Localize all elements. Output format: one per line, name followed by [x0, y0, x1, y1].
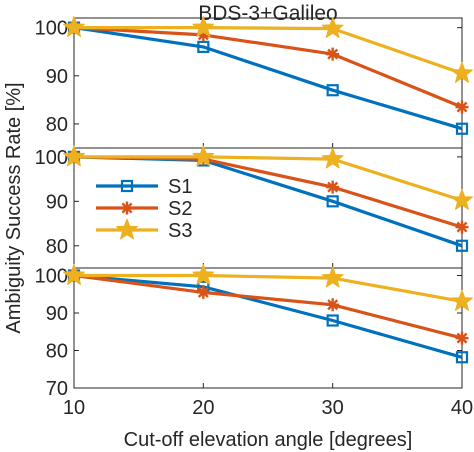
y-axis-label: Ambiguity Success Rate [%]: [3, 82, 25, 333]
data-point-s2: [455, 100, 469, 114]
y-tick-label: 70: [46, 378, 68, 400]
x-axis-ticks: 10 20 30 40: [63, 397, 473, 419]
series-line-s2: [73, 26, 463, 109]
chart-title: BDS-3+Galileo: [198, 2, 337, 25]
y-tick-label: 100: [35, 18, 68, 40]
y-tick-label: 100: [35, 147, 68, 169]
y-tick-label: 90: [46, 66, 68, 88]
data-point-s3: [63, 264, 85, 285]
legend-marker: [116, 218, 138, 240]
series-line-s1: [73, 273, 463, 359]
panel-middle: 80 90 100: [35, 145, 473, 269]
data-point-s2: [196, 285, 210, 299]
data-point-s3: [192, 16, 215, 37]
series-s1: [67, 21, 469, 135]
y-tick-label: 100: [35, 266, 68, 288]
y-tick-label: 90: [46, 303, 68, 325]
data-point-s3: [451, 61, 473, 83]
data-point-s3: [192, 145, 215, 167]
panel-bottom: 70 80 90 100: [35, 264, 473, 400]
series-line-s3: [74, 155, 463, 202]
data-point-s1: [326, 84, 339, 97]
legend-item-s2: S2: [96, 198, 192, 220]
series-s3: [63, 264, 473, 311]
x-tick-label: 40: [451, 397, 473, 419]
series-s3: [63, 145, 473, 210]
legend-label: S1: [168, 176, 192, 198]
data-point-s1: [455, 351, 469, 364]
series-s3: [63, 16, 473, 83]
x-tick-label: 30: [322, 397, 344, 419]
data-point-s2: [455, 220, 469, 234]
series-line-s3: [74, 273, 463, 303]
legend-marker: [120, 179, 134, 193]
data-point-s3: [451, 289, 473, 311]
data-point-s1: [455, 122, 469, 135]
legend-marker: [120, 201, 134, 215]
legend-label: S3: [168, 220, 192, 242]
legend-item-s1: S1: [96, 176, 192, 198]
legend-item-s3: S3: [96, 218, 192, 242]
series-line-s3: [74, 26, 463, 75]
data-point-s2: [455, 331, 469, 345]
data-point-s3: [321, 266, 344, 288]
legend-label: S2: [168, 198, 192, 220]
data-point-s3: [321, 17, 344, 38]
data-point-s1: [455, 239, 469, 252]
series-line-s2: [73, 273, 463, 340]
chart-panels: 80 90 100 80 90 100 70 80 90 100: [35, 16, 473, 400]
data-point-s3: [321, 147, 344, 169]
y-tick-label: 80: [46, 114, 68, 136]
x-axis-label: Cut-off elevation angle [degrees]: [124, 429, 413, 451]
data-point-s1: [326, 314, 339, 327]
data-point-s2: [326, 180, 340, 194]
data-point-s3: [63, 16, 85, 37]
data-point-s3: [192, 264, 215, 285]
series-line-s1: [73, 26, 463, 131]
data-point-s1: [197, 40, 210, 53]
data-point-s3: [451, 188, 473, 210]
data-point-s2: [326, 47, 340, 61]
x-tick-label: 20: [192, 397, 214, 419]
y-tick-label: 80: [46, 236, 68, 258]
data-point-s2: [326, 298, 340, 312]
data-point-s3: [63, 145, 85, 167]
panel-top: 80 90 100: [35, 16, 473, 149]
panel-bottom-frame: [73, 267, 463, 389]
y-tick-label: 90: [46, 191, 68, 213]
data-point-s1: [326, 195, 339, 208]
y-tick-label: 80: [46, 341, 68, 363]
x-tick-label: 10: [63, 397, 85, 419]
